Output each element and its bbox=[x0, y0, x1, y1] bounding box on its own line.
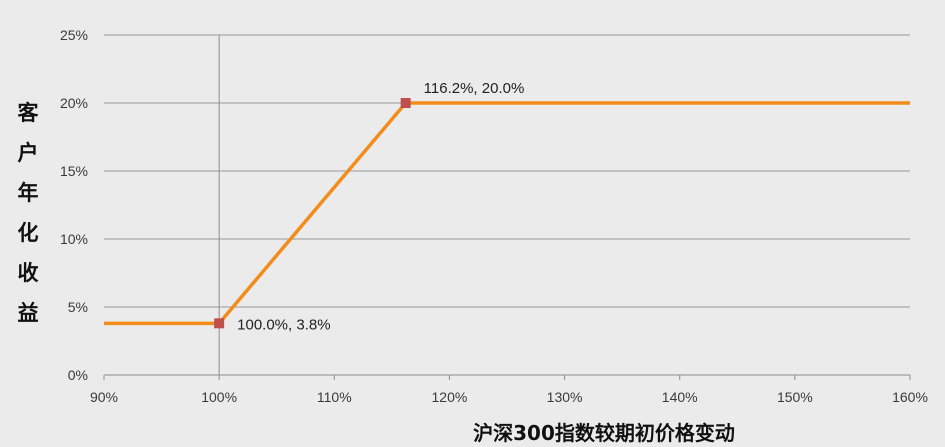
x-axis-title: 沪深300指数较期初价格变动 bbox=[473, 421, 735, 445]
y-axis-title-char: 益 bbox=[18, 301, 39, 325]
x-tick-label: 100% bbox=[201, 389, 237, 405]
x-tick-label: 140% bbox=[662, 389, 698, 405]
data-point-marker bbox=[400, 98, 411, 108]
data-label: 116.2%, 20.0% bbox=[424, 80, 525, 97]
y-axis-title-char: 户 bbox=[18, 141, 39, 165]
tick-labels: 0% 5% 10% 15% 20% 25% 90% 100% 110% 120% 130% 140% 1… bbox=[60, 27, 928, 405]
x-tick-label: 120% bbox=[432, 389, 468, 405]
x-tick-label: 90% bbox=[90, 389, 118, 405]
y-tick-label: 0% bbox=[68, 367, 88, 383]
y-tick-label: 20% bbox=[60, 95, 88, 111]
markers-group: 100.0%, 3.8% 116.2%, 20.0% bbox=[214, 80, 524, 333]
series-line bbox=[104, 101, 910, 326]
x-tick-label: 110% bbox=[317, 389, 352, 405]
series-group bbox=[104, 101, 910, 326]
y-axis-title-char: 化 bbox=[18, 221, 39, 245]
y-tick-label: 5% bbox=[68, 299, 88, 315]
y-axis-title-char: 收 bbox=[18, 261, 39, 285]
data-label: 100.0%, 3.8% bbox=[237, 316, 330, 333]
data-point-marker bbox=[214, 318, 225, 329]
y-tick-label: 25% bbox=[60, 27, 88, 43]
x-tick-label: 150% bbox=[777, 389, 813, 405]
x-tick-label: 160% bbox=[892, 389, 928, 405]
y-axis-title-char: 年 bbox=[18, 181, 39, 205]
y-axis-title-char: 客 bbox=[18, 101, 40, 125]
y-tick-label: 15% bbox=[60, 163, 88, 179]
x-tick-label: 130% bbox=[547, 389, 583, 405]
y-tick-label: 10% bbox=[60, 231, 88, 247]
